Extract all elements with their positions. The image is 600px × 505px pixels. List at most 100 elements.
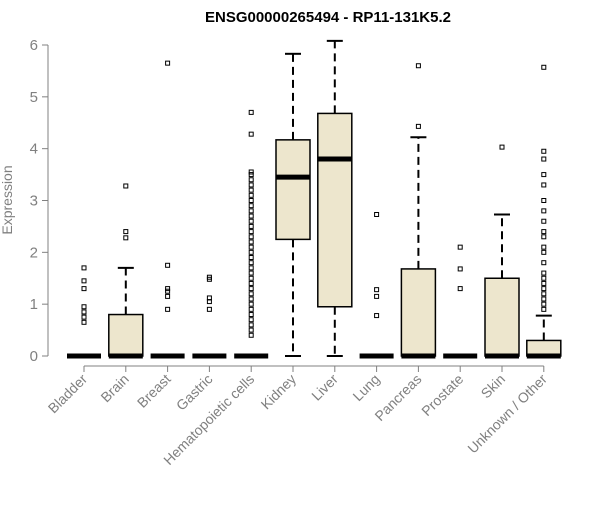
outlier-point	[541, 286, 547, 292]
outlier-point	[248, 172, 254, 178]
x-tick-label: Breast	[134, 371, 174, 411]
outlier-point	[248, 322, 254, 328]
outlier-point	[248, 312, 254, 318]
box	[275, 139, 311, 241]
outlier-point	[248, 203, 254, 209]
outlier-point	[123, 229, 129, 235]
outlier-point	[248, 192, 254, 198]
x-tick-label: Brain	[97, 371, 131, 405]
x-tick-label: Bladder	[45, 371, 91, 417]
outlier-point	[457, 244, 463, 250]
outlier-point	[541, 249, 547, 255]
outlier-point	[541, 64, 547, 70]
outlier-point	[165, 60, 171, 66]
outlier-point	[165, 293, 171, 299]
box-group	[317, 39, 353, 357]
y-tick-label: 0	[30, 348, 38, 365]
x-tick-label: Kidney	[258, 371, 300, 413]
box-group	[400, 63, 437, 359]
outlier-point	[248, 260, 254, 266]
outlier-point	[499, 144, 505, 150]
y-axis: 0 1 2 3 4 5 6	[30, 37, 49, 365]
outlier-point	[248, 291, 254, 297]
box-group	[150, 60, 185, 359]
outlier-point	[541, 148, 547, 154]
outlier-point	[248, 109, 254, 115]
box	[484, 277, 520, 357]
outlier-point	[248, 218, 254, 224]
outlier-point	[248, 239, 254, 245]
box-group	[108, 183, 144, 359]
outlier-point	[206, 276, 212, 282]
outlier-point	[248, 332, 254, 338]
y-tick-label: 2	[30, 244, 38, 261]
x-tick-label: Lung	[349, 371, 382, 404]
outlier-point	[541, 198, 547, 203]
chart-title: ENSG00000265494 - RP11-131K5.2	[205, 9, 451, 26]
outlier-point	[541, 301, 547, 307]
y-tick-label: 1	[30, 296, 38, 313]
outlier-point	[206, 299, 212, 305]
outlier-point	[248, 249, 254, 255]
outlier-point	[81, 304, 87, 310]
outlier-point	[415, 123, 421, 129]
outlier-point	[374, 287, 380, 293]
box-group	[484, 144, 520, 359]
outlier-point	[165, 262, 171, 268]
x-tick-label: Prostate	[418, 371, 466, 419]
box-group	[359, 211, 394, 359]
outlier-point	[248, 208, 254, 214]
outlier-point	[248, 198, 254, 203]
box	[317, 112, 353, 308]
y-tick-label: 5	[30, 89, 38, 106]
outlier-point	[123, 183, 129, 189]
outlier-point	[248, 301, 254, 307]
outlier-point	[248, 131, 254, 137]
outlier-point	[248, 255, 254, 261]
outlier-point	[248, 270, 254, 276]
y-axis-label: Expression	[0, 165, 15, 234]
outlier-point	[81, 278, 87, 284]
outlier-point	[541, 156, 547, 162]
outlier-point	[248, 182, 254, 188]
outlier-point	[541, 208, 547, 214]
outlier-point	[248, 177, 254, 183]
outlier-point	[541, 291, 547, 297]
outlier-point	[374, 211, 380, 217]
outlier-point	[248, 306, 254, 312]
box-group	[443, 244, 478, 359]
outlier-point	[374, 313, 380, 319]
box-group	[275, 52, 311, 357]
outlier-point	[541, 172, 547, 178]
outlier-point	[415, 63, 421, 69]
box-group	[234, 109, 269, 359]
outlier-point	[541, 306, 547, 312]
outlier-point	[248, 275, 254, 281]
x-tick-label: Unknown / Other	[464, 371, 550, 457]
outlier-point	[248, 327, 254, 333]
boxes-layer	[67, 39, 562, 359]
outlier-point	[248, 229, 254, 235]
outlier-point	[541, 182, 547, 188]
y-tick-label: 3	[30, 193, 38, 210]
outlier-point	[248, 169, 254, 175]
outlier-point	[81, 309, 87, 315]
outlier-point	[541, 296, 547, 302]
outlier-point	[81, 319, 87, 325]
box	[108, 313, 144, 357]
box-group	[67, 265, 101, 359]
outlier-point	[248, 213, 254, 219]
outlier-point	[248, 234, 254, 240]
outlier-point	[374, 293, 380, 299]
outlier-point	[81, 314, 87, 320]
outlier-point	[541, 260, 547, 266]
outlier-point	[541, 229, 547, 235]
x-tick-label: Skin	[478, 371, 509, 402]
outlier-point	[541, 244, 547, 250]
outlier-point	[123, 235, 129, 241]
outlier-point	[248, 317, 254, 323]
outlier-point	[541, 234, 547, 240]
outlier-point	[457, 266, 463, 272]
